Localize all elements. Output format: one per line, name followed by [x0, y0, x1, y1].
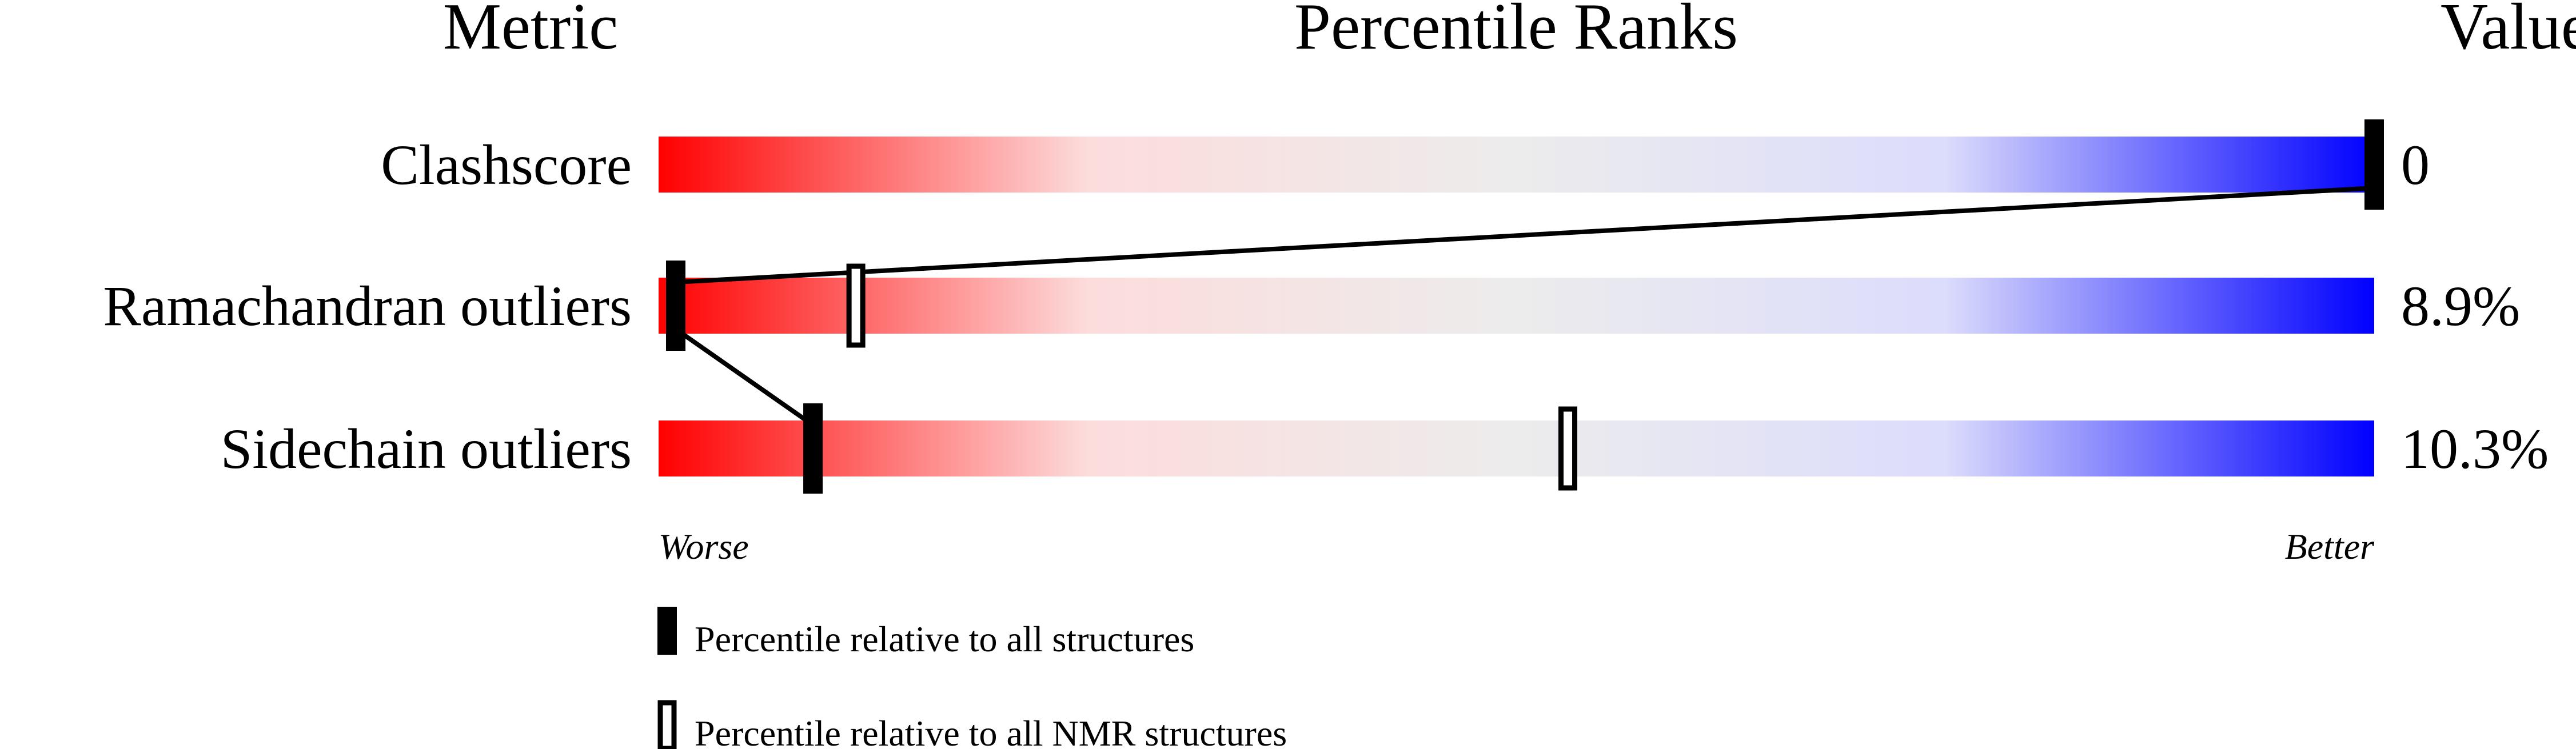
metric-value: 8.9% [2401, 274, 2520, 338]
marker-nmr [846, 263, 866, 348]
metric-value: 0 [2401, 133, 2430, 197]
marker-all [666, 261, 686, 351]
axis-label-better: Better [2285, 526, 2375, 567]
legend-label-all: Percentile relative to all structures [695, 619, 1194, 659]
header-metric: Metric [443, 0, 619, 63]
legend: Percentile relative to all structures Pe… [657, 607, 1287, 749]
legend-marker-outline [657, 700, 677, 749]
percentile-bar [659, 137, 2374, 193]
metric-value: 10.3% [2401, 417, 2549, 480]
legend-label-nmr: Percentile relative to all NMR structure… [695, 713, 1287, 749]
metric-label: Sidechain outliers [221, 417, 632, 480]
marker-nmr [1558, 406, 1578, 491]
axis-label-worse: Worse [659, 526, 749, 567]
connector-line [674, 327, 815, 427]
percentile-bar [659, 278, 2374, 334]
marker-all [803, 403, 823, 494]
legend-marker-filled [657, 607, 677, 655]
metric-label: Clashscore [381, 133, 632, 197]
connector-line [675, 186, 2375, 285]
percentile-bar [659, 420, 2374, 476]
marker-all [2364, 119, 2384, 210]
header-value: Value [2441, 0, 2576, 63]
header-ranks: Percentile Ranks [1294, 0, 1738, 63]
metric-label: Ramachandran outliers [103, 274, 632, 338]
